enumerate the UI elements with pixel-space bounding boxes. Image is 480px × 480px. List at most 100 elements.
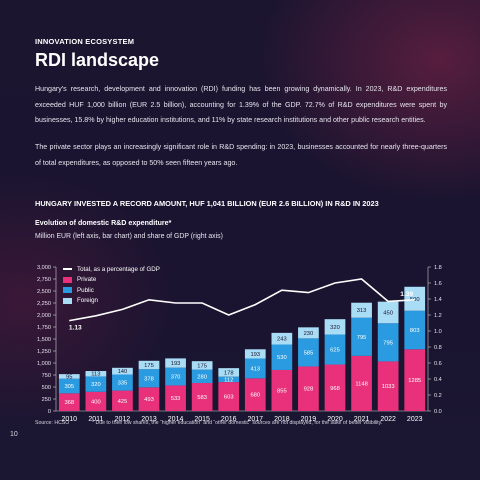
bar-label-private-2022: 1033 — [382, 384, 395, 390]
bar-label-private-2014: 533 — [171, 396, 181, 402]
legend-item-foreign: Foreign — [63, 296, 160, 307]
y-left-tick-label: 2,750 — [37, 277, 51, 283]
bar-label-foreign-2012: 140 — [118, 369, 128, 375]
bar-label-public-2011: 320 — [91, 382, 101, 388]
y-left-tick-label: 3,000 — [37, 265, 51, 271]
gdp-share-label-2010: 1.13 — [69, 325, 82, 332]
bar-private-2018 — [271, 369, 293, 411]
bar-label-private-2019: 928 — [304, 387, 314, 393]
bar-public-2017 — [244, 358, 266, 379]
bar-label-foreign-2017: 193 — [250, 352, 260, 358]
x-tick-label-2021: 2021 — [354, 416, 370, 423]
bar-public-2015 — [191, 369, 213, 384]
y-right-tick-label: 1.2 — [434, 313, 442, 319]
bar-foreign-2020 — [324, 319, 346, 335]
gdp-share-line — [69, 278, 415, 322]
bar-private-2017 — [244, 378, 266, 411]
y-left-tick-label: 1,500 — [37, 337, 51, 343]
chart-heading: HUNGARY INVESTED A RECORD AMOUNT, HUF 1,… — [35, 199, 379, 208]
y-right-tick-label: 0.6 — [434, 361, 442, 367]
bar-label-public-2013: 378 — [144, 376, 154, 382]
y-right-tick-label: 1.4 — [434, 297, 442, 303]
bar-private-2013 — [138, 387, 160, 411]
bar-label-foreign-2020: 320 — [330, 325, 340, 331]
x-tick-label-2016: 2016 — [221, 416, 237, 423]
bar-foreign-2022 — [377, 301, 399, 324]
x-tick-label-2023: 2023 — [407, 416, 423, 423]
bar-foreign-2014 — [165, 358, 186, 368]
bar-private-2023 — [404, 349, 426, 411]
y-left-tick-label: 750 — [42, 373, 51, 379]
bar-private-2014 — [165, 385, 186, 411]
chart-subtitle: Evolution of domestic R&D expenditure* — [35, 219, 172, 227]
bar-public-2012 — [112, 374, 133, 391]
y-right-tick-label: 1.6 — [434, 281, 442, 287]
bar-label-private-2018: 855 — [277, 388, 287, 394]
bar-private-2012 — [112, 390, 133, 411]
bar-label-private-2015: 583 — [197, 395, 207, 401]
bar-label-foreign-2019: 230 — [304, 331, 314, 337]
chart-legend: Total, as a percentage of GDP Private Pu… — [63, 264, 160, 306]
x-tick-label-2019: 2019 — [301, 416, 317, 423]
bar-foreign-2013 — [138, 360, 160, 370]
bar-private-2019 — [298, 366, 319, 411]
bar-public-2020 — [324, 334, 346, 365]
bar-foreign-2017 — [244, 349, 266, 359]
bar-label-public-2014: 370 — [171, 375, 181, 381]
bar-private-2021 — [351, 355, 372, 411]
bar-label-public-2017: 413 — [250, 366, 260, 372]
y-left-tick-label: 2,000 — [37, 313, 51, 319]
legend-swatch-private — [63, 276, 72, 283]
page-title: RDI landscape — [35, 50, 160, 70]
bar-label-public-2015: 280 — [197, 374, 207, 380]
bar-foreign-2018 — [271, 332, 293, 345]
bar-public-2022 — [377, 323, 399, 362]
bar-label-public-2023: 803 — [410, 328, 420, 334]
bar-public-2016 — [218, 376, 240, 383]
bar-label-private-2010: 368 — [64, 400, 74, 406]
y-right-tick-label: 0.4 — [434, 377, 442, 383]
bar-foreign-2012 — [112, 367, 133, 375]
y-left-tick-label: 250 — [42, 397, 51, 403]
page-number: 10 — [10, 431, 18, 438]
private-sector-paragraph: The private sector plays an increasingly… — [35, 143, 447, 167]
legend-label-foreign: Foreign — [77, 297, 98, 305]
bar-public-2023 — [404, 310, 426, 350]
bar-label-foreign-2015: 175 — [197, 363, 207, 369]
bar-label-private-2012: 425 — [118, 399, 128, 405]
bar-label-public-2010: 305 — [64, 384, 74, 390]
footnote: * Due to their low shares, the “higher e… — [92, 420, 383, 426]
y-right-tick-label: 0.2 — [434, 393, 442, 399]
intro-paragraph: Hungary's research, development and inno… — [35, 85, 447, 124]
bar-private-2015 — [191, 383, 213, 411]
y-right-tick-label: 0.8 — [434, 345, 442, 351]
y-left-tick-label: 2,250 — [37, 301, 51, 307]
y-right-tick-label: 1.0 — [434, 329, 442, 335]
bar-label-foreign-2023: 500 — [410, 297, 420, 303]
x-tick-label-2010: 2010 — [61, 416, 77, 423]
legend-item-total: Total, as a percentage of GDP — [63, 264, 160, 275]
legend-line-swatch — [63, 268, 72, 271]
x-tick-label-2020: 2020 — [327, 416, 343, 423]
bar-label-private-2017: 680 — [250, 393, 260, 399]
y-left-tick-label: 500 — [42, 385, 51, 391]
x-tick-label-2018: 2018 — [274, 416, 290, 423]
bar-public-2013 — [138, 369, 160, 388]
y-left-tick-label: 1,750 — [37, 325, 51, 331]
y-left-tick-label: 1,000 — [37, 361, 51, 367]
x-tick-label-2022: 2022 — [380, 416, 396, 423]
y-right-tick-label: 0.0 — [434, 409, 442, 415]
bar-label-public-2022: 795 — [383, 340, 393, 346]
bar-label-foreign-2022: 450 — [383, 310, 393, 316]
y-right-tick-label: 1.8 — [434, 265, 442, 271]
bar-label-private-2023: 1285 — [408, 378, 421, 384]
bar-label-foreign-2013: 175 — [144, 363, 154, 369]
legend-label-public: Public — [77, 286, 94, 294]
bar-label-public-2018: 530 — [277, 355, 287, 361]
bar-public-2021 — [351, 317, 372, 356]
bar-foreign-2023 — [404, 286, 426, 311]
bar-label-foreign-2021: 313 — [357, 308, 367, 314]
bar-label-public-2019: 585 — [304, 350, 314, 356]
